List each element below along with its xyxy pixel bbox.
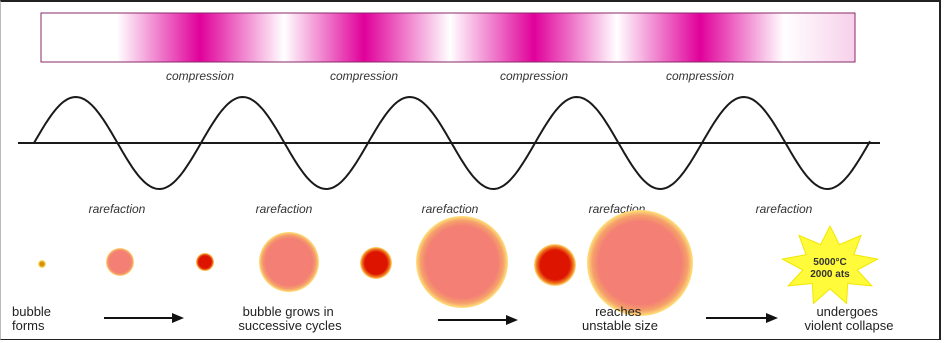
caption-line: undergoes [816, 304, 878, 319]
bubble-unstable-size [587, 210, 693, 316]
arrow-right-icon [438, 315, 518, 325]
bubble-compressed-small [196, 253, 214, 271]
bubble-small [106, 248, 134, 276]
bubble-forming [38, 260, 46, 268]
bubble-compressed-large [534, 244, 576, 286]
bubble-compressed-medium [360, 247, 392, 279]
caption-line: unstable size [582, 318, 658, 333]
pressure-band [40, 12, 856, 63]
caption-violent-collapse: undergoes violent collapse [805, 304, 894, 333]
star-pressure: 2000 ats [810, 269, 850, 280]
compression-label: compression [500, 69, 568, 83]
caption-line: forms [12, 318, 45, 333]
caption-line: violent collapse [805, 318, 894, 333]
compression-label: compression [666, 69, 734, 83]
caption-line: reaches [595, 304, 642, 319]
caption-reaches-unstable: reaches unstable size [582, 304, 658, 333]
caption-line: successive cycles [238, 318, 342, 333]
caption-line: bubble grows in [243, 304, 334, 319]
compression-label: compression [330, 69, 398, 83]
arrow-right-icon [104, 313, 184, 323]
caption-bubble-forms: bubble forms [12, 304, 55, 333]
caption-line: bubble [12, 304, 51, 319]
compression-label: compression [166, 69, 234, 83]
bubble-large [416, 216, 508, 308]
collapse-star-icon [780, 224, 880, 305]
rarefaction-label: rarefaction [422, 202, 479, 216]
caption-bubble-grows: bubble grows in successive cycles [238, 304, 342, 333]
bubble-medium [259, 232, 319, 292]
star-temperature: 5000°C [813, 257, 846, 268]
rarefaction-label: rarefaction [756, 202, 813, 216]
rarefaction-label: rarefaction [89, 202, 146, 216]
arrow-right-icon [706, 313, 778, 323]
rarefaction-label: rarefaction [256, 202, 313, 216]
sine-wave [33, 95, 871, 191]
